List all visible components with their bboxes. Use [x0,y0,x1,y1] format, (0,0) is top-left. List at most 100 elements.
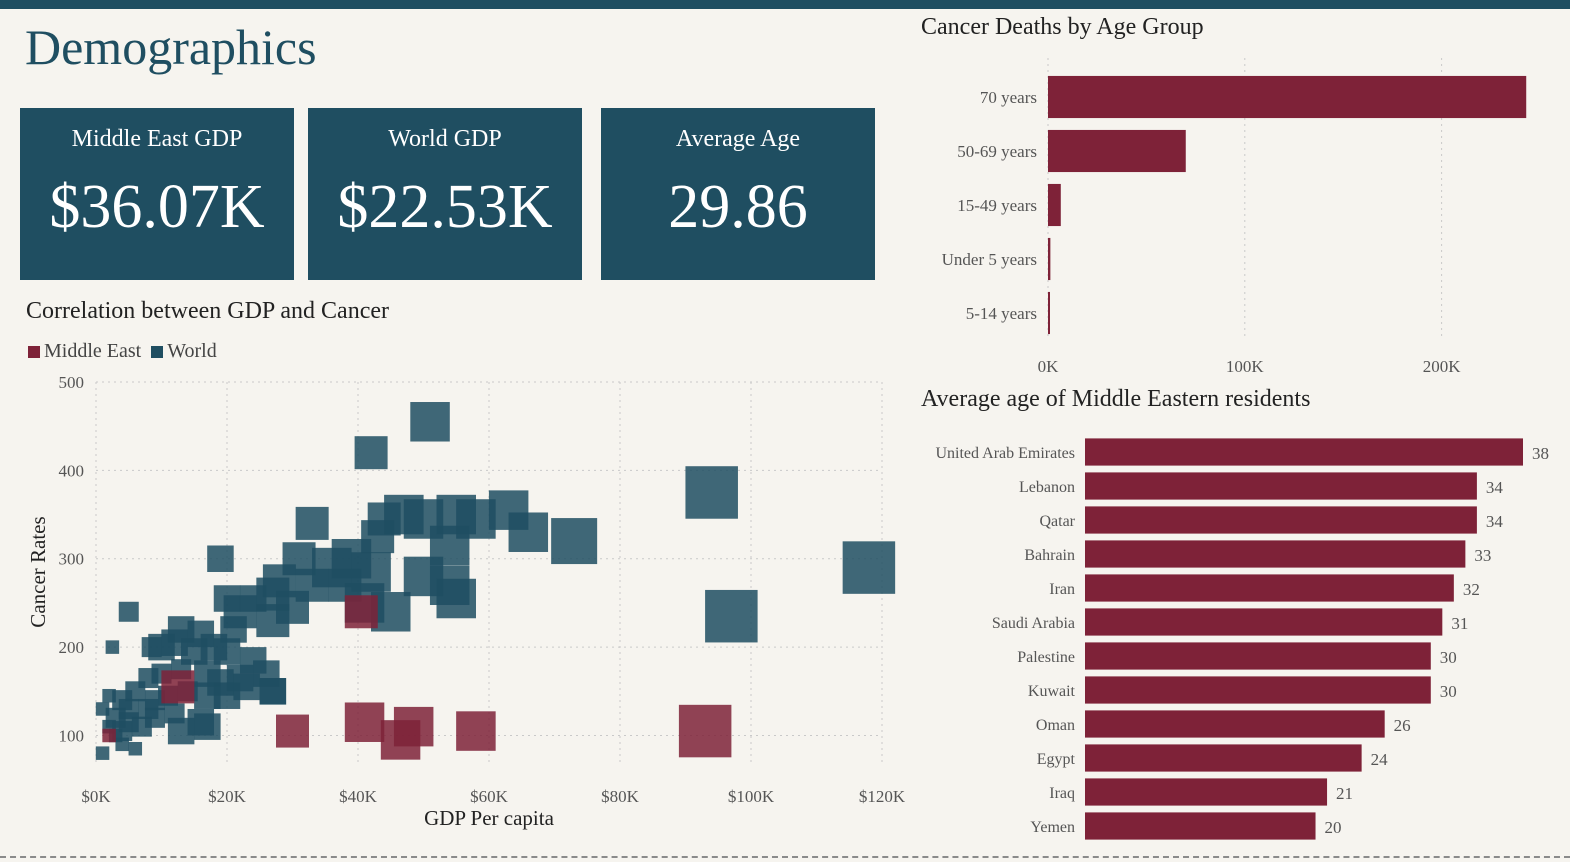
scatter-point-world[interactable] [141,637,162,658]
data-label: 20 [1325,818,1342,837]
bar[interactable] [1048,291,1050,335]
scatter-point-world[interactable] [95,702,110,716]
scatter-point-world[interactable] [256,577,290,611]
bar[interactable] [1085,642,1431,670]
scatter-point-middle-east[interactable] [344,702,385,742]
x-tick-label: $60K [470,787,509,806]
scatter-point-world[interactable] [95,746,110,760]
category-label: United Arab Emirates [935,445,1075,462]
kpi-label: Middle East GDP [71,126,243,152]
scatter-point-world[interactable] [115,737,129,752]
category-label: 15-49 years [957,196,1037,215]
y-tick-label: 200 [59,638,85,657]
top-accent-bar [0,0,1570,9]
scatter-point-world[interactable] [207,545,234,572]
bar[interactable] [1085,778,1328,806]
scatter-point-middle-east[interactable] [276,714,309,748]
category-label: 5-14 years [966,304,1037,323]
scatter-point-world[interactable] [508,512,549,552]
kpi-card-world-gdp[interactable]: World GDP $22.53K [308,108,582,280]
y-tick-label: 300 [59,550,85,569]
data-label: 32 [1463,580,1480,599]
scatter-point-world[interactable] [436,578,477,619]
scatter-point-world[interactable] [705,589,758,643]
scatter-point-world[interactable] [685,466,738,519]
x-tick-label: $80K [601,787,640,806]
scatter-point-world[interactable] [220,616,247,643]
bar[interactable] [1085,506,1477,534]
bar[interactable] [1085,710,1385,738]
legend-item-world[interactable]: World [151,340,217,363]
bar[interactable] [1048,129,1186,173]
y-tick-label: 100 [59,726,85,745]
y-tick-label: 500 [59,373,85,392]
category-label: Under 5 years [942,250,1037,269]
x-tick-label: $40K [339,787,378,806]
legend-label-world: World [167,340,217,362]
data-label: 38 [1532,444,1549,463]
bottom-divider [0,856,1570,858]
scatter-point-world[interactable] [167,717,195,745]
category-label: Palestine [1017,649,1075,666]
scatter-point-middle-east[interactable] [456,711,496,751]
bar[interactable] [1085,812,1316,840]
scatter-point-world[interactable] [213,638,241,665]
bar[interactable] [1085,540,1466,568]
kpi-card-middle-east-gdp[interactable]: Middle East GDP $36.07K [20,108,294,280]
x-tick-label: 200K [1423,357,1462,376]
scatter-chart[interactable]: $0K $20K $40K $60K $80K $100K $120K 100 200 300 40… [0,370,910,845]
legend-item-middle-east[interactable]: Middle East [28,340,141,363]
x-tick-label: 100K [1226,357,1265,376]
scatter-point-world[interactable] [144,707,165,728]
y-tick-label: 400 [59,461,85,480]
scatter-point-world[interactable] [259,678,287,705]
kpi-value: 29.86 [668,173,808,241]
scatter-point-world[interactable] [118,601,139,622]
bar[interactable] [1085,438,1523,466]
scatter-point-world[interactable] [295,506,329,540]
legend-label-middle-east: Middle East [44,340,142,362]
scatter-point-world[interactable] [233,673,260,701]
scatter-point-world[interactable] [842,541,896,594]
bar[interactable] [1085,676,1431,704]
country-average-age-bar-chart[interactable]: United Arab Emirates 38 Lebanon 34 Qatar 34 Ba… [910,425,1570,850]
legend-swatch-middle-east [28,345,40,358]
legend-swatch-world [151,345,164,358]
scatter-point-middle-east[interactable] [678,704,732,758]
scatter-point-world[interactable] [410,402,450,442]
data-label: 30 [1440,648,1457,667]
category-label: Oman [1036,717,1075,734]
kpi-label: World GDP [388,126,502,152]
bar[interactable] [1085,744,1362,772]
age-group-bar-chart[interactable]: 0K 100K 200K 70 years 50-69 years 15-49 years… [910,50,1570,380]
x-tick-label: $100K [728,787,775,806]
data-label: 31 [1451,614,1468,633]
y-axis-label: Cancer Rates [26,516,50,627]
scatter-point-world[interactable] [128,741,143,756]
x-tick-label: $120K [859,787,906,806]
bar[interactable] [1085,472,1477,500]
category-label: Iraq [1049,785,1075,802]
scatter-legend: Middle East World [28,340,227,363]
bar[interactable] [1085,574,1454,602]
data-label: 34 [1486,512,1504,531]
scatter-point-middle-east[interactable] [393,706,434,747]
scatter-point-world[interactable] [102,688,116,703]
kpi-card-average-age[interactable]: Average Age 29.86 [601,108,875,280]
scatter-point-world[interactable] [213,585,241,612]
bar[interactable] [1048,75,1527,119]
scatter-point-world[interactable] [551,518,598,565]
bar[interactable] [1048,183,1061,227]
scatter-point-world[interactable] [105,640,120,654]
scatter-point-middle-east[interactable] [102,728,116,743]
category-label: 50-69 years [957,142,1037,161]
bar[interactable] [1085,608,1443,636]
scatter-point-world[interactable] [194,713,221,740]
x-tick-label: $20K [208,787,247,806]
data-label: 26 [1394,716,1411,735]
scatter-point-middle-east[interactable] [161,670,195,704]
scatter-point-middle-east[interactable] [344,595,378,629]
scatter-point-world[interactable] [354,436,388,470]
bar[interactable] [1048,237,1051,281]
category-label: Lebanon [1019,479,1075,496]
